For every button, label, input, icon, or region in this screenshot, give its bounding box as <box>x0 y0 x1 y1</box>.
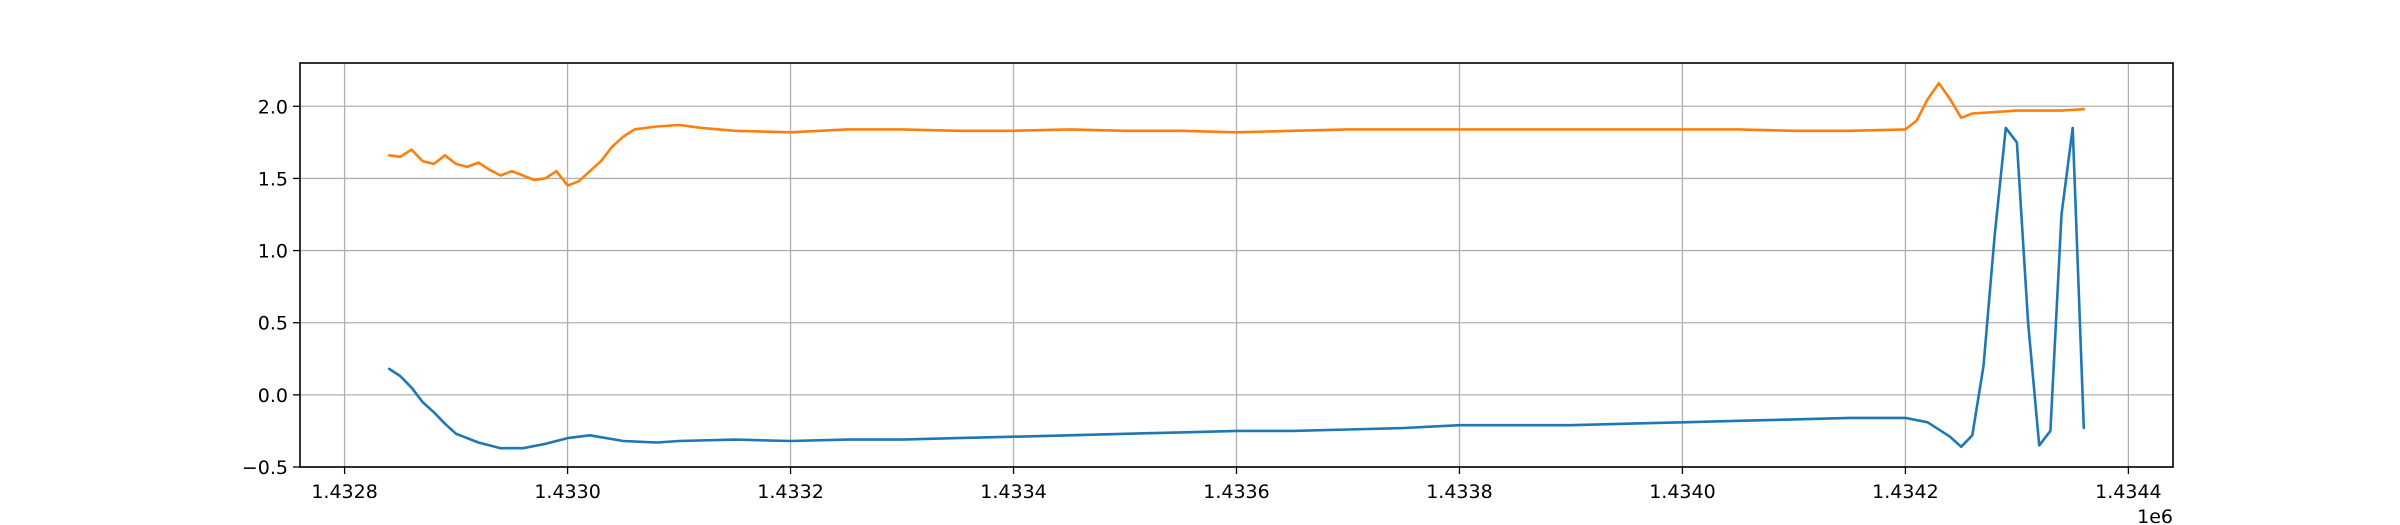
y-tick-label: 1.5 <box>258 168 288 190</box>
y-tick-label: −0.5 <box>242 457 288 479</box>
x-tick-label: 1.4332 <box>757 481 823 503</box>
x-tick-label: 1.4342 <box>1872 481 1938 503</box>
x-tick-label: 1.4328 <box>311 481 377 503</box>
x-tick-label: 1.4338 <box>1426 481 1492 503</box>
y-tick-label: 1.0 <box>258 241 288 263</box>
x-tick-label: 1.4344 <box>2095 481 2161 503</box>
x-axis-offset-label: 1e6 <box>2137 506 2173 525</box>
y-tick-label: 2.0 <box>258 96 288 118</box>
series-line-2 <box>387 81 2086 187</box>
y-axis: −0.5 0.0 0.5 1.0 1.5 2.0 <box>242 96 300 479</box>
x-axis: 1.4328 1.4330 1.4332 1.4334 1.4336 1.4338 1.43… <box>311 467 2162 503</box>
series-layer <box>387 81 2086 450</box>
x-tick-label: 1.4330 <box>534 481 600 503</box>
y-tick-label: 0.5 <box>258 313 288 335</box>
x-tick-label: 1.4340 <box>1649 481 1715 503</box>
x-tick-label: 1.4334 <box>980 481 1046 503</box>
y-tick-label: 0.0 <box>258 385 288 407</box>
x-tick-label: 1.4336 <box>1203 481 1269 503</box>
series-line-1 <box>387 126 2086 450</box>
